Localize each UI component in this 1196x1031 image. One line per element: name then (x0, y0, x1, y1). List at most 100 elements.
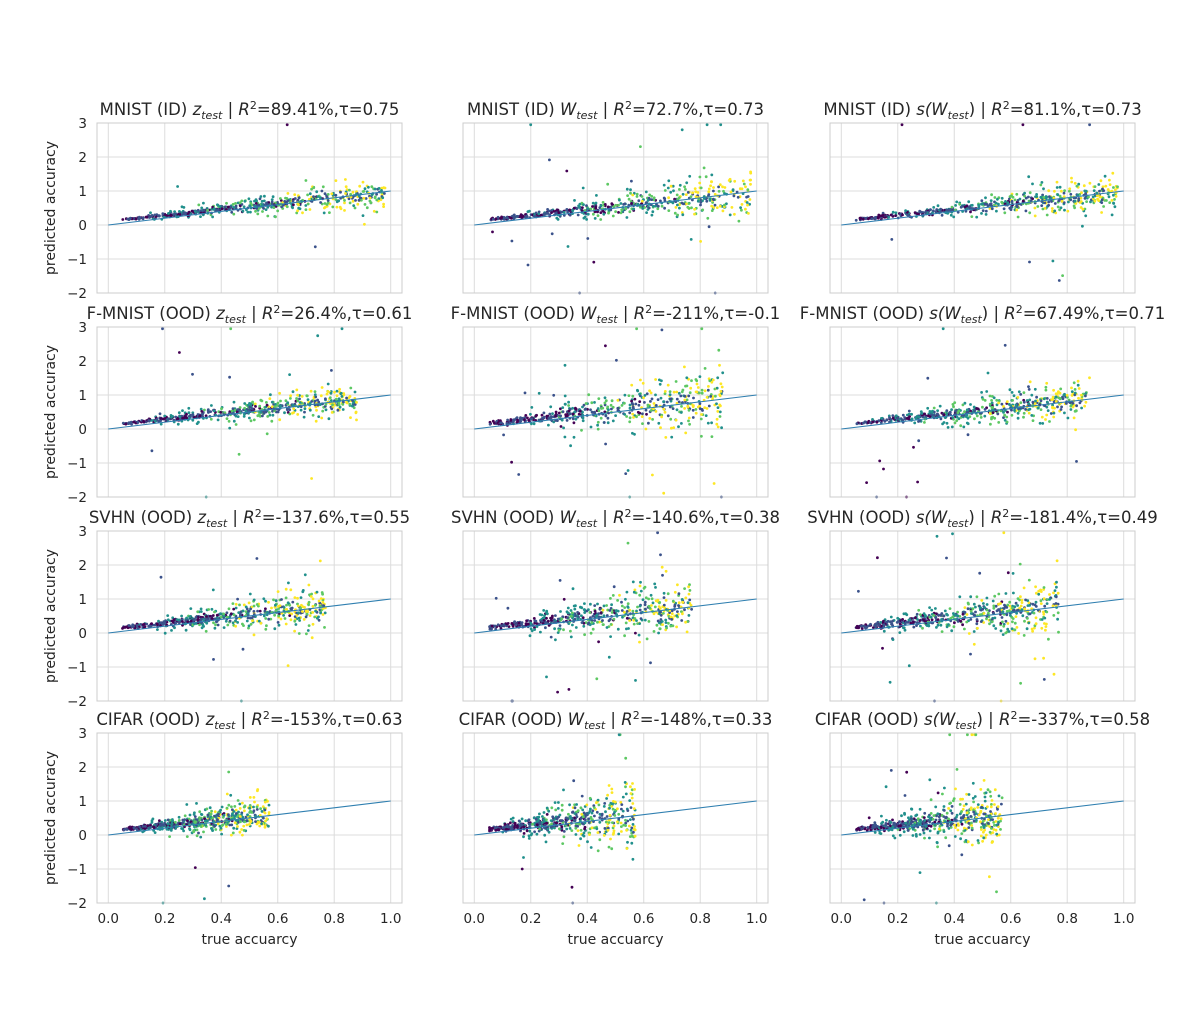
data-point (301, 590, 305, 594)
data-point (1014, 601, 1018, 605)
data-point (989, 199, 993, 203)
data-point (572, 604, 576, 608)
data-point (577, 206, 581, 209)
data-point (580, 428, 583, 432)
data-point (252, 610, 256, 613)
data-point (669, 184, 673, 188)
data-point (343, 199, 346, 202)
data-point (228, 426, 232, 430)
data-point (605, 614, 609, 617)
data-point (323, 405, 327, 408)
data-point (876, 556, 879, 560)
data-point (748, 202, 751, 206)
data-point (683, 587, 686, 590)
data-point (649, 400, 652, 403)
data-point (291, 411, 294, 415)
data-point (988, 207, 992, 210)
data-point (187, 210, 191, 214)
data-point (1027, 402, 1031, 406)
data-point (547, 619, 550, 623)
data-point (510, 239, 514, 243)
data-point (216, 203, 220, 207)
data-point (1018, 598, 1021, 602)
data-point (1021, 614, 1025, 618)
data-point (667, 179, 671, 183)
data-point (509, 419, 513, 422)
data-point (649, 409, 653, 412)
data-point (662, 603, 666, 607)
data-point (1022, 400, 1026, 404)
data-point (588, 611, 592, 614)
data-point (338, 405, 342, 409)
data-point (232, 206, 236, 209)
data-point (351, 199, 355, 203)
data-point (689, 238, 693, 241)
data-point (1080, 191, 1083, 195)
data-point (744, 207, 747, 211)
data-point (549, 616, 552, 620)
data-point (997, 421, 1001, 424)
data-point (566, 606, 570, 610)
data-point (1042, 656, 1045, 660)
data-point (662, 611, 665, 615)
data-point (645, 412, 648, 416)
data-point (177, 621, 181, 624)
plot-frame (96, 122, 403, 294)
data-point (1050, 200, 1053, 203)
data-point (303, 573, 307, 577)
data-point (231, 621, 235, 625)
data-point (316, 334, 320, 338)
data-point (533, 214, 537, 218)
data-point (696, 405, 700, 409)
data-point (1031, 197, 1034, 201)
data-point (680, 128, 684, 132)
data-point (212, 409, 216, 413)
data-point (261, 414, 264, 418)
data-point (313, 245, 317, 249)
data-point (267, 600, 270, 604)
data-point (263, 609, 267, 613)
data-point (266, 415, 270, 418)
data-point (677, 391, 681, 395)
data-point (953, 421, 957, 425)
data-point (284, 596, 288, 600)
data-point (668, 393, 672, 397)
data-point (1069, 408, 1073, 411)
data-point (882, 629, 886, 633)
data-point (890, 238, 894, 241)
data-point (203, 408, 206, 412)
data-point (304, 610, 308, 613)
data-point (690, 607, 693, 611)
data-point (881, 646, 884, 650)
data-point (620, 600, 623, 604)
data-point (1006, 201, 1010, 205)
data-point (915, 621, 919, 624)
data-point (649, 593, 653, 597)
data-point (323, 202, 327, 205)
data-point (334, 193, 337, 197)
data-point (997, 401, 1000, 405)
data-point (668, 390, 672, 393)
data-point (220, 207, 224, 211)
data-point (1062, 191, 1066, 195)
data-point (985, 608, 989, 612)
data-point (630, 202, 633, 205)
data-point (178, 351, 181, 354)
data-point (684, 188, 687, 191)
data-point (231, 602, 235, 605)
data-point (975, 407, 979, 410)
data-point (518, 420, 522, 424)
data-point (712, 186, 715, 189)
data-point (981, 607, 985, 611)
data-point (307, 583, 311, 587)
data-point (368, 196, 372, 200)
data-point (170, 629, 173, 632)
data-point (656, 398, 660, 401)
data-point (1111, 171, 1115, 175)
data-point (295, 211, 299, 215)
data-point (688, 422, 691, 426)
data-point (218, 205, 222, 208)
reference-line (108, 190, 391, 226)
data-point (958, 595, 962, 599)
data-point (1016, 416, 1020, 420)
